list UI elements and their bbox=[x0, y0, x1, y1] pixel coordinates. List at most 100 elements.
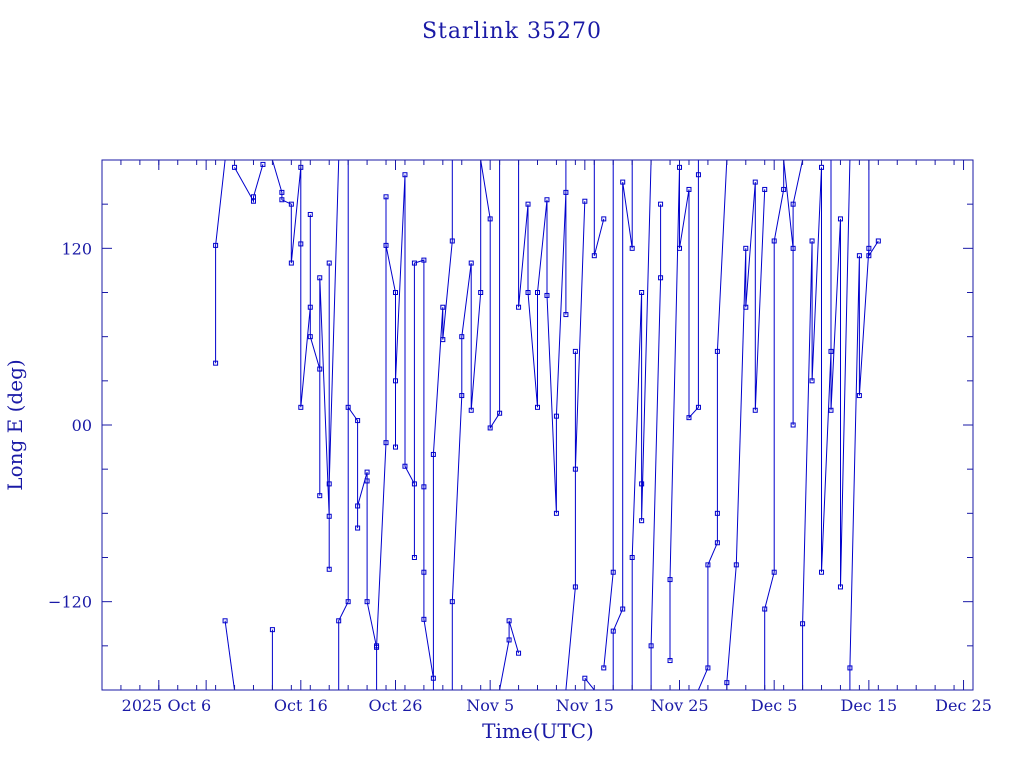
data-point bbox=[288, 260, 294, 266]
x-tick-label: Oct 16 bbox=[274, 696, 328, 715]
data-point bbox=[411, 481, 417, 487]
data-point bbox=[345, 404, 351, 410]
series-line bbox=[679, 160, 699, 419]
data-point bbox=[629, 245, 635, 251]
data-point bbox=[307, 211, 313, 217]
plot-frame bbox=[101, 159, 974, 691]
data-point bbox=[743, 245, 749, 251]
data-point bbox=[714, 348, 720, 354]
plot-series bbox=[213, 160, 881, 690]
data-point bbox=[298, 241, 304, 247]
series-line bbox=[697, 160, 728, 690]
data-point bbox=[762, 186, 768, 192]
data-point bbox=[620, 179, 626, 185]
data-point bbox=[269, 627, 275, 633]
data-point bbox=[355, 525, 361, 531]
data-point bbox=[326, 481, 332, 487]
data-point bbox=[686, 415, 692, 421]
data-point bbox=[326, 260, 332, 266]
x-axis-label: Time(UTC) bbox=[482, 719, 594, 743]
data-point bbox=[544, 197, 550, 203]
data-point bbox=[790, 422, 796, 428]
data-point bbox=[601, 216, 607, 222]
data-point bbox=[468, 407, 474, 413]
data-point bbox=[686, 186, 692, 192]
series-line bbox=[802, 160, 851, 690]
series-line bbox=[603, 160, 614, 668]
data-point bbox=[355, 418, 361, 424]
x-tick-label: Dec 15 bbox=[841, 696, 898, 715]
data-point bbox=[752, 179, 758, 185]
data-point bbox=[260, 161, 266, 167]
data-point bbox=[563, 189, 569, 195]
data-point bbox=[837, 216, 843, 222]
data-point bbox=[544, 292, 550, 298]
data-point bbox=[487, 216, 493, 222]
series-line bbox=[518, 160, 567, 514]
data-point bbox=[582, 198, 588, 204]
data-point bbox=[610, 628, 616, 634]
data-point bbox=[639, 290, 645, 295]
series-line bbox=[612, 160, 633, 690]
data-point bbox=[724, 680, 730, 686]
data-point bbox=[336, 618, 342, 624]
series-line bbox=[376, 174, 434, 690]
data-point bbox=[468, 260, 474, 266]
x-tick-label: Dec 25 bbox=[935, 696, 992, 715]
data-point bbox=[563, 312, 569, 318]
data-point bbox=[516, 650, 522, 656]
data-point bbox=[317, 275, 323, 281]
series-line bbox=[215, 160, 226, 364]
data-point bbox=[572, 348, 578, 354]
series-line bbox=[224, 620, 235, 690]
data-point bbox=[430, 451, 436, 457]
data-point bbox=[695, 404, 701, 410]
data-point bbox=[714, 510, 720, 516]
data-point bbox=[364, 599, 370, 605]
data-point bbox=[837, 584, 843, 590]
series-line bbox=[271, 160, 340, 570]
data-point bbox=[516, 304, 522, 310]
series-line bbox=[764, 160, 804, 690]
data-point bbox=[232, 164, 238, 170]
x-tick-label: 6 bbox=[201, 696, 211, 715]
data-point bbox=[819, 164, 825, 170]
data-point bbox=[421, 484, 427, 490]
data-point bbox=[326, 566, 332, 572]
data-point bbox=[771, 569, 777, 575]
data-point bbox=[535, 404, 540, 410]
data-point bbox=[478, 290, 484, 295]
data-point bbox=[213, 242, 219, 248]
data-point bbox=[374, 643, 380, 649]
series-line bbox=[338, 160, 378, 690]
data-point bbox=[411, 260, 417, 266]
data-point bbox=[648, 643, 654, 649]
data-point bbox=[402, 172, 408, 178]
data-point bbox=[326, 513, 332, 519]
chart-title: Starlink 35270 bbox=[422, 19, 602, 44]
data-point bbox=[790, 201, 796, 207]
x-tick-label: Nov 5 bbox=[466, 696, 514, 715]
data-point bbox=[402, 463, 408, 469]
data-point bbox=[279, 189, 285, 195]
series-line bbox=[499, 620, 520, 690]
data-point bbox=[705, 562, 711, 568]
data-point bbox=[591, 253, 597, 259]
data-point bbox=[572, 466, 578, 472]
data-point bbox=[610, 569, 616, 575]
data-point bbox=[411, 555, 417, 560]
data-point bbox=[553, 510, 559, 516]
data-point bbox=[298, 404, 304, 410]
data-point bbox=[667, 577, 673, 583]
y-axis-label: Long E (deg) bbox=[3, 359, 27, 490]
data-point bbox=[620, 606, 626, 612]
data-point bbox=[506, 618, 512, 624]
data-point bbox=[383, 242, 389, 248]
series-line bbox=[565, 201, 586, 690]
data-point bbox=[828, 348, 834, 354]
x-tick-label: Dec 5 bbox=[751, 696, 798, 715]
data-point bbox=[317, 366, 323, 372]
data-point bbox=[639, 481, 645, 487]
data-point bbox=[392, 378, 398, 384]
data-point bbox=[733, 562, 739, 568]
